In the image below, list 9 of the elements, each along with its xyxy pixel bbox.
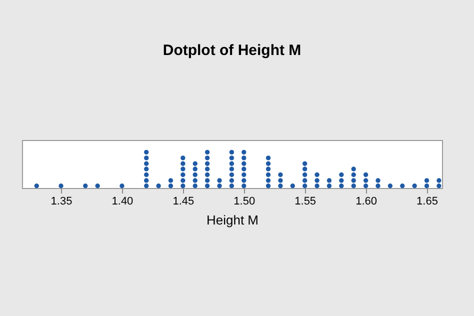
x-tick-label: 1.65 [416,196,438,208]
x-tick-label: 1.35 [50,196,72,208]
chart-title: Dotplot of Height M [162,42,302,59]
x-tick-label: 1.40 [112,196,134,208]
x-tick-label: 1.45 [172,196,194,208]
x-axis-title: Height M [206,212,259,228]
x-tick-label: 1.50 [234,196,256,208]
x-tick-label: 1.60 [356,196,378,208]
x-tick-label: 1.55 [294,196,316,208]
